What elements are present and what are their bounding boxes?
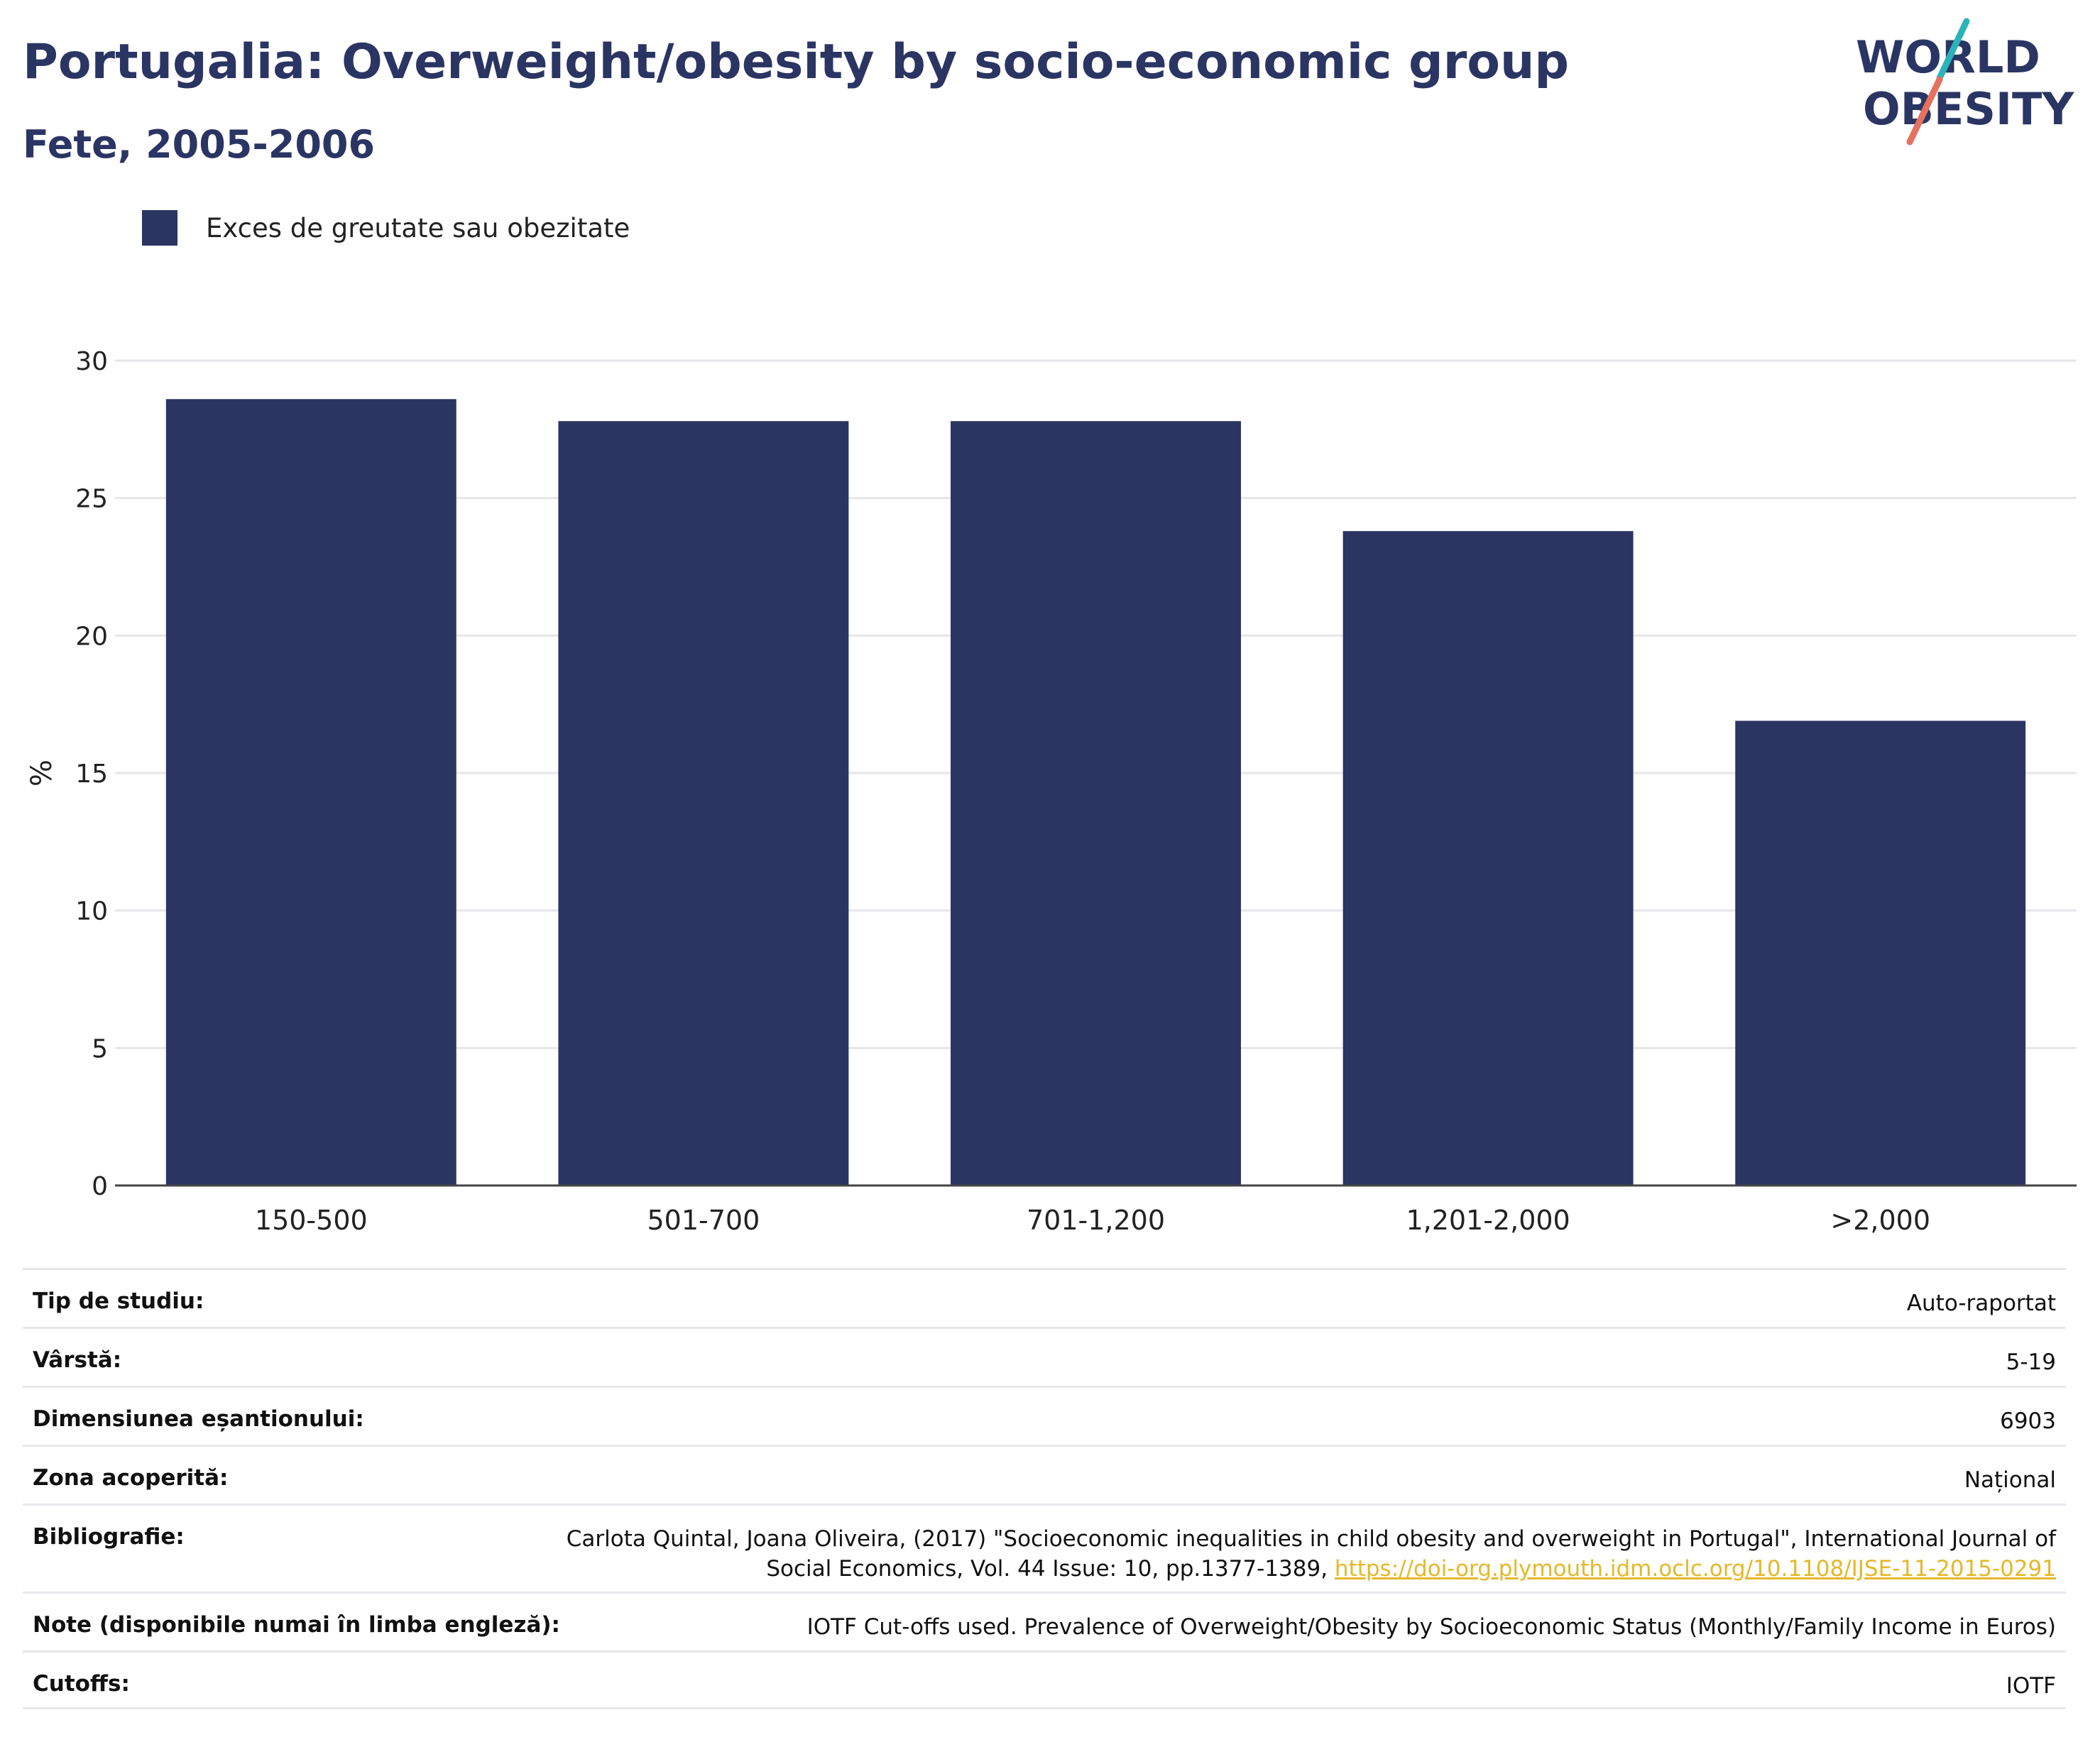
x-tick-label: 701-1,200: [1027, 1205, 1165, 1235]
info-value: IOTF: [2006, 1673, 2056, 1699]
bar: [165, 399, 456, 1185]
x-tick-label: 1,201-2,000: [1406, 1205, 1570, 1235]
x-tick-label: 150-500: [255, 1205, 368, 1235]
chart-subtitle: Fete, 2005-2006: [23, 122, 376, 167]
info-label: Cutoffs:: [33, 1671, 130, 1697]
info-value: 6903: [2000, 1408, 2056, 1434]
info-label: Zona acoperită:: [33, 1465, 229, 1491]
study-info-table: Tip de studiu: Auto-raportat Vârstă: 5-19 Di…: [23, 1268, 2066, 1709]
info-row: Zona acoperită: Național: [23, 1445, 2066, 1504]
y-tick-label: 30: [75, 347, 108, 376]
y-tick-label: 10: [75, 897, 108, 926]
info-row: Dimensiunea eșantionului: 6903: [23, 1386, 2066, 1445]
bibliography-link[interactable]: https://doi-org.plymouth.idm.oclc.org/10…: [1334, 1556, 2056, 1582]
chart-title: Portugalia: Overweight/obesity by socio-…: [23, 34, 1570, 90]
legend: Exces de greutate sau obezitate: [142, 210, 630, 246]
x-tick-label: >2,000: [1830, 1205, 1930, 1235]
bar: [1735, 721, 2026, 1185]
y-tick-label: 15: [75, 760, 108, 789]
info-value: Auto-raportat: [1906, 1291, 2056, 1316]
x-tick-label: 501-700: [647, 1205, 760, 1235]
y-tick-label: 0: [92, 1172, 108, 1201]
y-tick-label: 25: [75, 485, 108, 514]
legend-label: Exces de greutate sau obezitate: [206, 212, 630, 243]
svg-text:OBESITY: OBESITY: [1863, 83, 2074, 135]
info-row: Vârstă: 5-19: [23, 1327, 2066, 1386]
info-value: Național: [1964, 1467, 2056, 1493]
info-value: IOTF Cut-offs used. Prevalence of Overwe…: [806, 1614, 2056, 1640]
bar: [558, 421, 849, 1185]
info-label: Bibliografie:: [33, 1524, 185, 1550]
y-tick-label: 5: [92, 1034, 108, 1063]
info-label: Vârstă:: [33, 1347, 122, 1373]
legend-swatch: [142, 210, 177, 246]
bar: [1342, 531, 1634, 1185]
info-label: Dimensiunea eșantionului:: [33, 1406, 364, 1432]
info-value: 5-19: [2006, 1349, 2056, 1375]
info-row: Tip de studiu: Auto-raportat: [23, 1268, 2066, 1327]
info-row: Cutoffs: IOTF: [23, 1650, 2066, 1709]
bar: [951, 421, 1241, 1185]
info-row: Note (disponibile numai în limba engleză…: [23, 1592, 2066, 1650]
info-label: Note (disponibile numai în limba engleză…: [33, 1612, 560, 1638]
y-tick-label: 20: [75, 622, 108, 651]
info-label: Tip de studiu:: [33, 1288, 204, 1314]
bar-chart: 0 5 10 15 20 25 30 150-500 501-700 701-1,200 1,201…: [26, 347, 2077, 1235]
info-row: Bibliografie: Carlota Quintal, Joana Oliv…: [23, 1504, 2066, 1592]
info-value: Carlota Quintal, Joana Oliveira, (2017) …: [566, 1526, 2056, 1582]
y-axis-label: %: [26, 760, 58, 787]
world-obesity-logo: WORLD OBESITY: [1856, 18, 2074, 146]
